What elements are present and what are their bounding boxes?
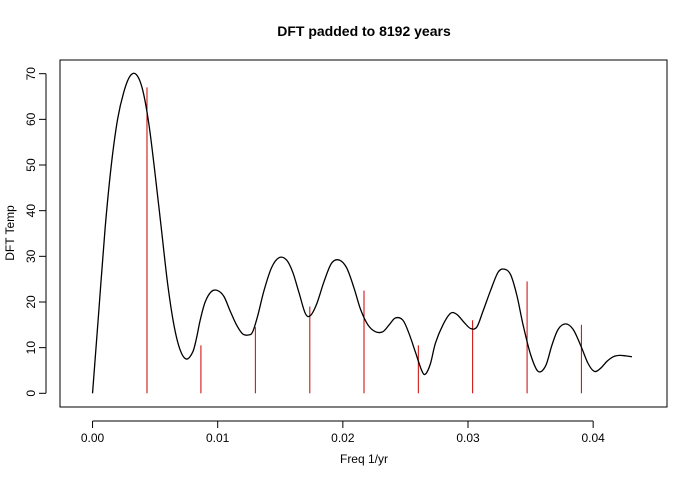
plot-frame [59,59,668,408]
y-axis: 0 10 20 30 40 50 60 70 [24,67,47,397]
x-tick-label: 0.02 [331,431,355,445]
y-tick-label: 20 [24,295,38,309]
y-tick-label: 50 [24,158,38,172]
y-tick-label: 40 [24,204,38,218]
x-tick-label: 0.04 [581,431,605,445]
y-tick-label: 10 [24,341,38,355]
y-tick-label: 30 [24,249,38,263]
y-tick-label: 70 [24,67,38,81]
x-axis: 0.00 0.01 0.02 0.03 0.04 [81,420,605,445]
y-axis-label: DFT Temp [3,205,17,261]
chart-title: DFT padded to 8192 years [277,23,451,39]
x-axis-label: Freq 1/yr [340,452,388,466]
x-tick-label: 0.03 [456,431,480,445]
y-tick-label: 0 [24,390,38,397]
spike-series [146,87,582,394]
y-tick-label: 60 [24,112,38,126]
x-tick-label: 0.01 [206,431,230,445]
x-tick-label: 0.00 [81,431,105,445]
dft-curve-line [91,72,633,394]
